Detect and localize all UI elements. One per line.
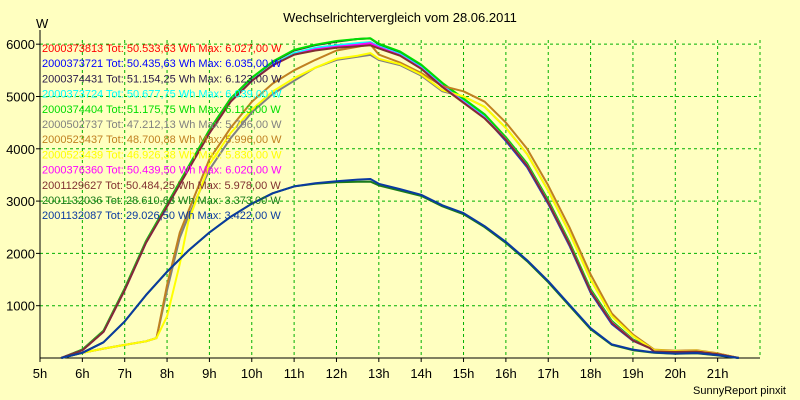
- series-line-8: [60, 52, 739, 359]
- legend-entry: 2001132036 Tot: 28.610,63 Wh Max: 3.373,…: [42, 195, 281, 207]
- legend-entry: 2000374404 Tot: 51.175,75 Wh Max: 6.113,…: [42, 104, 281, 116]
- legend-entry: 2000523437 Tot: 48.700,88 Wh Max: 5.996,…: [42, 134, 282, 146]
- series-lines: [60, 37, 740, 359]
- axes: 5h 6h 7h 8h 9h 10h 11h 12h 13h 14h 15h 16h 17h 18h 19h…: [6, 30, 760, 381]
- x-tick-label: 19h: [622, 366, 644, 381]
- legend-entry: 2000373813 Tot: 50.533,63 Wh Max: 6.027,…: [42, 43, 282, 55]
- grid-lines: [40, 40, 761, 358]
- legend-entry: 2000523439 Tot: 46.926,38 Wh Max: 5.830,…: [42, 149, 282, 161]
- x-tick-label: 9h: [202, 366, 216, 381]
- legend-entry: 2001129627 Tot: 50.484,25 Wh Max: 5.978,…: [42, 180, 281, 192]
- x-tick-label: 5h: [33, 366, 47, 381]
- x-tick-label: 14h: [410, 366, 432, 381]
- series-line-12: [60, 178, 739, 359]
- legend-entry: 2000374431 Tot: 51.154,25 Wh Max: 6.123,…: [42, 73, 282, 85]
- y-tick-label: 5000: [6, 89, 35, 104]
- legend: 2000373813 Tot: 50.533,63 Wh Max: 6.027,…: [42, 43, 282, 222]
- x-tick-label: 21h: [707, 366, 729, 381]
- x-tick-label: 6h: [75, 366, 89, 381]
- x-tick-label: 11h: [284, 366, 305, 381]
- chart-credit: SunnyReport pinxit: [693, 385, 786, 397]
- legend-entry: 2001132087 Tot: 29.026,50 Wh Max: 3.422,…: [42, 210, 281, 222]
- x-tick-label: 10h: [241, 366, 263, 381]
- series-line-10: [60, 44, 739, 359]
- x-tick-label: 20h: [664, 366, 686, 381]
- y-tick-label: 2000: [6, 246, 35, 261]
- legend-entry: 2000502737 Tot: 47.212,13 Wh Max: 5.796,…: [42, 119, 282, 131]
- chart-title: Wechselrichtervergleich vom 28.06.2011: [283, 10, 517, 25]
- x-tick-label: 18h: [580, 366, 602, 381]
- x-tick-label: 16h: [495, 366, 517, 381]
- series-line-7: [60, 43, 740, 359]
- y-tick-label: 4000: [6, 142, 35, 157]
- x-tick-label: 8h: [160, 366, 174, 381]
- x-tick-label: 13h: [368, 366, 390, 381]
- x-tick-label: 7h: [117, 366, 131, 381]
- x-tick-label: 15h: [453, 366, 475, 381]
- y-tick-label: 1000: [6, 299, 35, 314]
- y-axis-unit: W: [36, 16, 49, 31]
- legend-entry: 2000376360 Tot: 50.439,50 Wh Max: 6.020,…: [42, 165, 282, 177]
- y-tick-label: 6000: [6, 37, 35, 52]
- x-tick-label: 17h: [537, 366, 559, 381]
- legend-entry: 2000373724 Tot: 50.677,75 Wh Max: 6.039,…: [42, 89, 282, 101]
- legend-entry: 2000373721 Tot: 50.435,63 Wh Max: 6.035,…: [42, 58, 282, 70]
- y-tick-label: 3000: [6, 194, 35, 209]
- series-line-11: [60, 180, 739, 359]
- x-tick-label: 12h: [326, 366, 348, 381]
